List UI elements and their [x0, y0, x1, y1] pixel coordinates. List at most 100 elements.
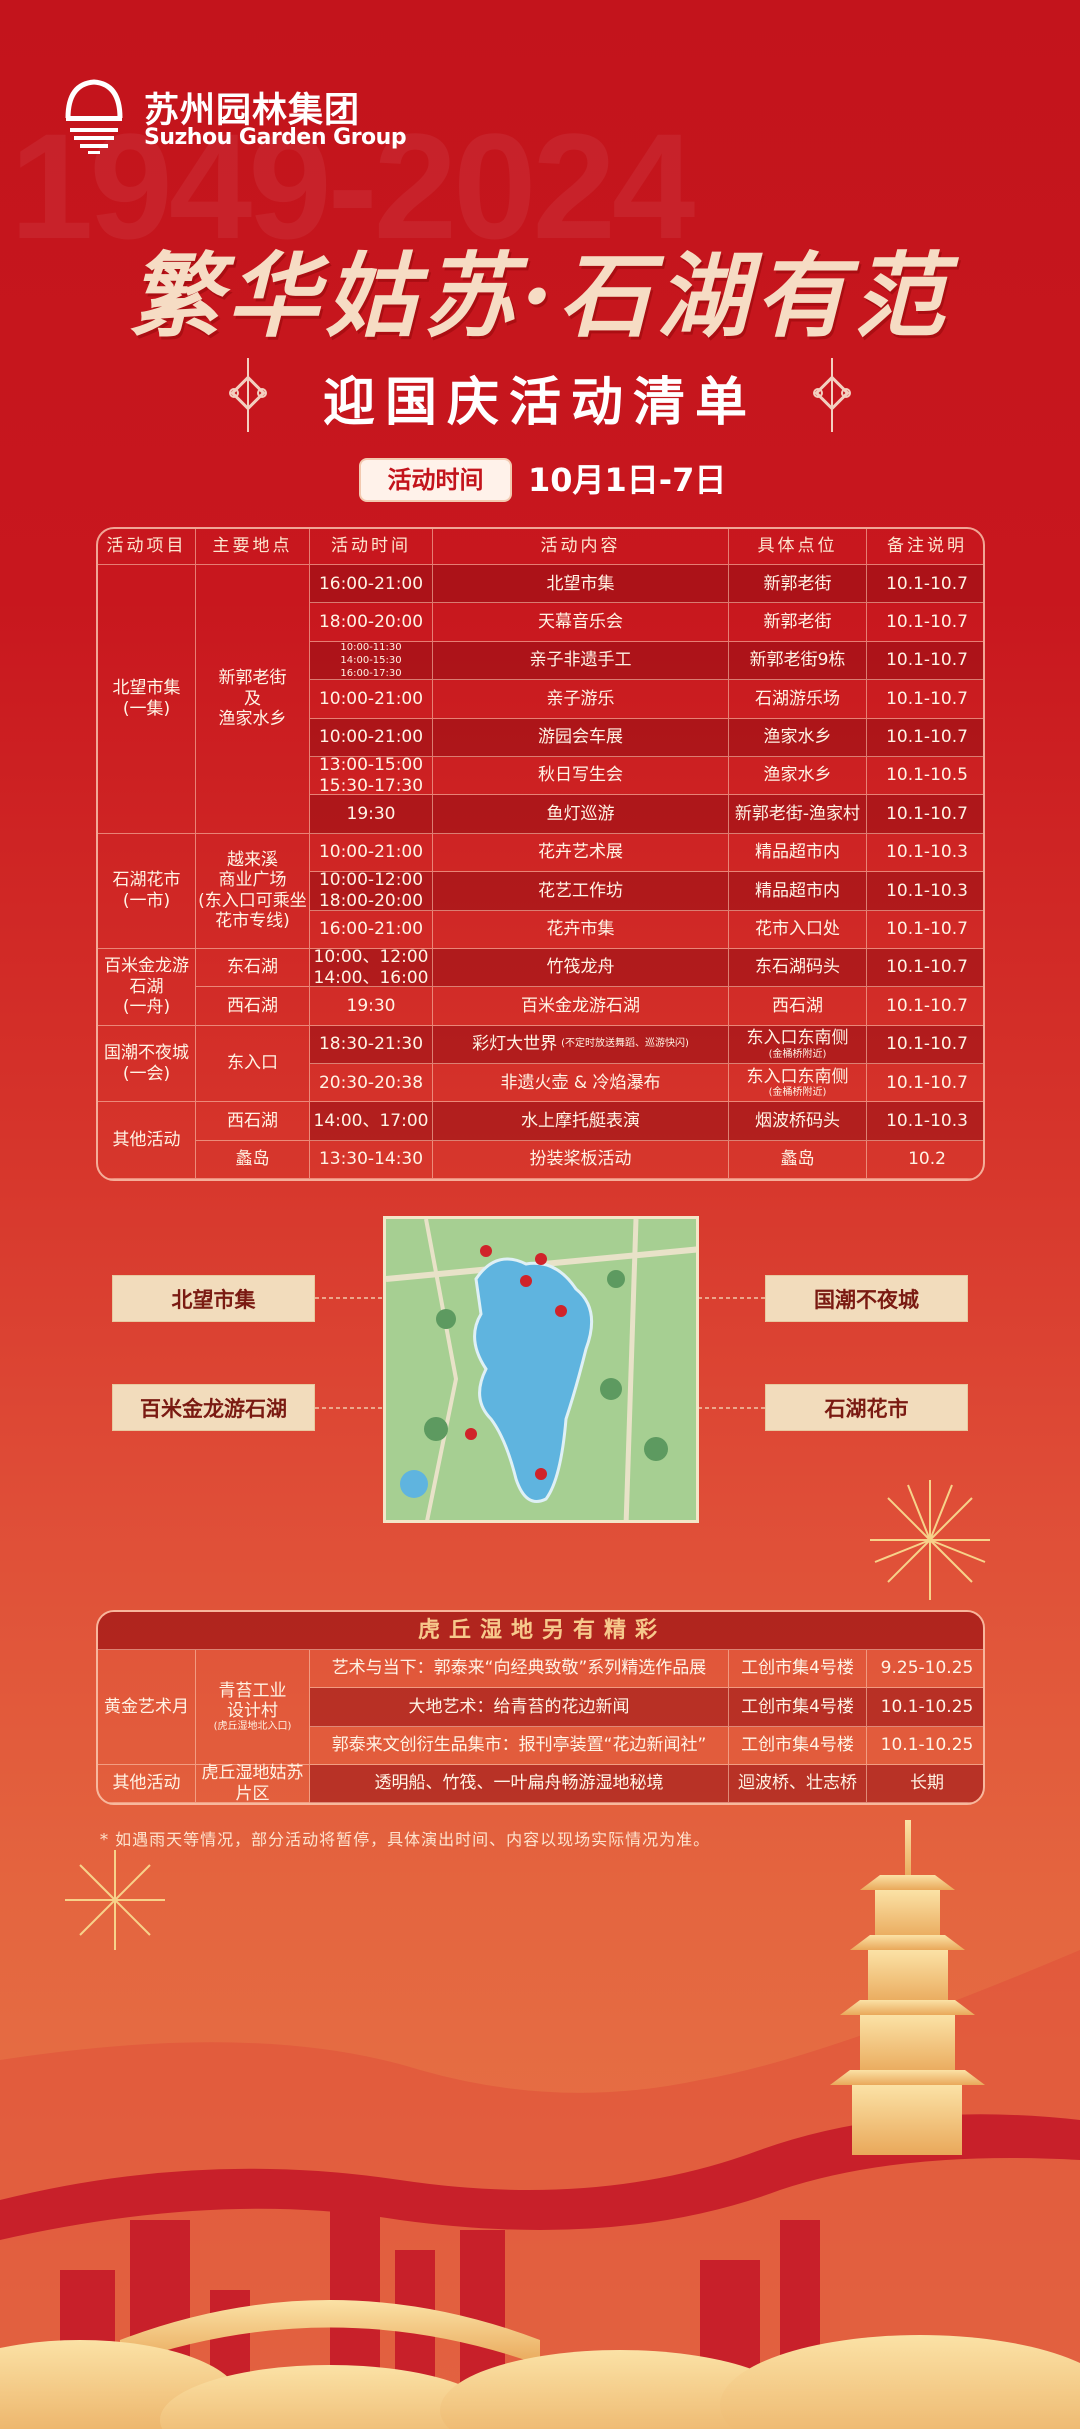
activity-time: 13:30-14:30 [310, 1140, 433, 1180]
main-title: 繁华姑苏·石湖有范 [128, 242, 952, 350]
brand-name-en: Suzhou Garden Group [144, 125, 407, 150]
activity-content: 大地艺术：给青苔的花边新闻 [310, 1688, 729, 1727]
activity-time: 16:00-21:00 [310, 565, 433, 604]
specific-place-text: 石湖游乐场 [755, 688, 840, 709]
remark-date: 10.1-10.5 [867, 757, 983, 796]
activity-content-text: 北望市集 [546, 573, 615, 594]
activity-content: 百米金龙游石湖 [433, 987, 729, 1026]
activity-content-text: 亲子非遗手工 [529, 650, 632, 671]
activity-content: 北望市集 [433, 565, 729, 604]
activity-content-text: 花艺工作坊 [538, 880, 623, 901]
main-location-text: 虎丘湿地姑苏片区 [201, 1763, 304, 1804]
activity-content-text: 亲子游乐 [546, 688, 615, 709]
map-label-shihu-flower-market: 石湖花市 [765, 1384, 968, 1431]
specific-place: 工创市集4号楼 [729, 1650, 867, 1689]
brand-logo: 苏州园林集团 Suzhou Garden Group [62, 78, 462, 158]
specific-place: 东石湖码头 [729, 948, 867, 988]
activity-content: 彩灯大世界 (不定时放送舞蹈、巡游快闪) [433, 1025, 729, 1065]
activity-time: 20:30-20:38 [310, 1064, 433, 1103]
subtitle: 迎国庆活动清单 [322, 372, 757, 433]
remark-date: 10.1-10.7 [867, 795, 983, 834]
column-header: 活动时间 [310, 529, 433, 565]
specific-place-text: 新郭老街9栋 [749, 650, 846, 671]
remark-date: 10.2 [867, 1141, 983, 1180]
chinese-knot-icon [229, 358, 267, 432]
schedule-table: 活动项目 主要地点 活动时间 活动内容 具体点位 备注说明 北望市集 (一集) 新郭老街 及 … [96, 527, 985, 1182]
activity-time: 13:00-15:00 15:30-17:30 [310, 755, 433, 796]
activity-content: 郭泰来文创衍生品集市：报刊亭装置“花边新闻社” [310, 1726, 729, 1765]
specific-place: 精品超市内 [729, 872, 867, 911]
main-location-text: 青苔工业 设计村 [218, 1680, 287, 1721]
remark-date: 10.1-10.7 [867, 987, 983, 1026]
activity-project: 国潮不夜城 (一会) [98, 1025, 196, 1103]
activity-content-text: 百米金龙游石湖 [521, 995, 640, 1016]
weather-notice: * 如遇雨天等情况，部分活动将暂停，具体演出时间、内容以现场实际情况为准。 [100, 1830, 711, 1849]
specific-place: 新郭老街9栋 [729, 641, 867, 681]
activity-project: 其他活动 [98, 1102, 196, 1180]
activity-content-text: 游园会车展 [538, 727, 623, 748]
activity-content: 花卉艺术展 [433, 833, 729, 873]
remark-date: 10.1-10.3 [867, 872, 983, 911]
specific-place: 工创市集4号楼 [729, 1726, 867, 1765]
firework-icon [870, 1480, 990, 1600]
activity-time: 19:30 [310, 795, 433, 834]
specific-place-text: 烟波桥码头 [755, 1110, 840, 1131]
activity-time: 10:00-12:00 18:00-20:00 [310, 870, 433, 911]
main-location: 蠡岛 [196, 1140, 310, 1180]
specific-place-text: 东入口东南侧 [746, 1066, 849, 1087]
garden-arch-logo-icon [65, 79, 123, 154]
main-location: 青苔工业 设计村 (虎丘湿地北入口) [196, 1650, 310, 1765]
specific-place-note: (金桶桥附近) [768, 1086, 827, 1098]
huqiu-table: 虎丘湿地另有精彩 黄金艺术月 青苔工业 设计村 (虎丘湿地北入口) 艺术与当下：郭泰来“… [96, 1610, 985, 1806]
specific-place: 新郭老街 [729, 603, 867, 642]
activity-project: 其他活动 [98, 1764, 196, 1804]
remark-date: 10.1-10.3 [867, 1102, 983, 1141]
specific-place-text: 蠡岛 [780, 1149, 815, 1170]
main-location: 东石湖 [196, 948, 310, 988]
specific-place-text: 东入口东南侧 [746, 1028, 849, 1049]
specific-place-text: 渔家水乡 [763, 765, 832, 786]
remark-date: 长期 [867, 1764, 983, 1804]
activity-content-text: 非遗火壶 & 冷焰瀑布 [500, 1072, 661, 1093]
map-illustration [386, 1219, 696, 1520]
activity-content: 亲子非遗手工 [433, 641, 729, 681]
activity-project: 百米金龙游石湖 (一舟) [98, 948, 196, 1026]
activity-content: 扮装桨板活动 [433, 1140, 729, 1180]
activity-content-text: 竹筏龙舟 [546, 957, 615, 978]
map-label-golden-dragon: 百米金龙游石湖 [112, 1384, 315, 1431]
activity-time: 10:00-21:00 [310, 833, 433, 873]
activity-content-text: 花卉艺术展 [538, 842, 623, 863]
specific-place: 精品超市内 [729, 833, 867, 873]
activity-content: 秋日写生会 [433, 756, 729, 796]
specific-place: 渔家水乡 [729, 756, 867, 796]
specific-place: 西石湖 [729, 987, 867, 1026]
activity-time: 10:00-21:00 [310, 680, 433, 719]
activity-time: 19:30 [310, 987, 433, 1026]
time-value: 10月1日-7日 [528, 461, 727, 499]
remark-date: 10.1-10.25 [867, 1688, 983, 1727]
specific-place: 烟波桥码头 [729, 1102, 867, 1141]
remark-date: 9.25-10.25 [867, 1650, 983, 1689]
main-location: 新郭老街 及 渔家水乡 [196, 565, 310, 834]
column-header: 备注说明 [867, 529, 983, 565]
activity-content-text: 水上摩托艇表演 [521, 1110, 640, 1131]
time-label-badge: 活动时间 [359, 458, 512, 502]
activity-project: 北望市集 (一集) [98, 565, 196, 834]
activity-time: 14:00、17:00 [310, 1102, 433, 1141]
year-watermark: 1949-2024 [10, 102, 695, 270]
activity-time: 10:00、12:00 14:00、16:00 [310, 947, 433, 988]
specific-place-text: 精品超市内 [755, 880, 840, 901]
activity-content-text: 秋日写生会 [538, 765, 623, 786]
remark-date: 10.1-10.7 [867, 718, 983, 757]
column-header: 活动内容 [433, 529, 729, 565]
activity-content-text: 天幕音乐会 [538, 611, 623, 632]
main-location: 西石湖 [196, 1102, 310, 1141]
specific-place-text: 渔家水乡 [763, 727, 832, 748]
activity-content: 游园会车展 [433, 718, 729, 757]
bridge-icon [120, 2300, 540, 2365]
activity-time: 18:30-21:30 [310, 1025, 433, 1065]
specific-place-text: 精品超市内 [755, 842, 840, 863]
main-location: 东入口 [196, 1025, 310, 1103]
activity-content-text: 扮装桨板活动 [529, 1149, 632, 1170]
specific-place: 新郭老街-渔家村 [729, 795, 867, 834]
